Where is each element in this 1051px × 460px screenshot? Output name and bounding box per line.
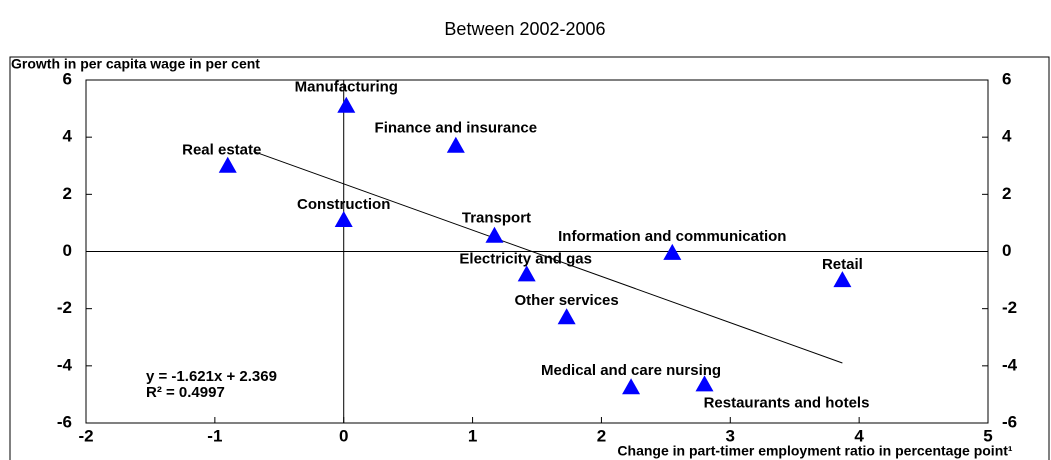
point (557, 308, 576, 325)
point (622, 378, 641, 395)
equation: y = -1.621x + 2.369 (146, 368, 277, 385)
y-tick-label: 0 (63, 241, 72, 260)
point (663, 243, 682, 260)
y2-tick-label: -2 (1002, 298, 1017, 317)
point-label: Electricity and gas (459, 250, 592, 267)
x-axis-title: Change in part-timer employment ratio in… (617, 443, 1012, 459)
y2-tick-label: 2 (1002, 184, 1011, 203)
point (218, 156, 237, 173)
point-label: Manufacturing (295, 79, 398, 96)
point-label: Real estate (182, 142, 261, 159)
point-label: Other services (515, 292, 619, 309)
x-tick-label: -2 (78, 426, 93, 445)
frame (9, 56, 1050, 460)
point (695, 375, 714, 392)
x-tick-label: 4 (854, 426, 864, 445)
point-label: Medical and care nursing (541, 362, 721, 379)
x-tick-label: 5 (983, 426, 992, 445)
x-tick-label: 3 (726, 426, 735, 445)
point (334, 211, 353, 228)
x-tick-label: 0 (339, 426, 348, 445)
y-tick-label: 6 (63, 69, 72, 88)
point-label: Finance and insurance (375, 120, 538, 137)
point-label: Restaurants and hotels (704, 394, 870, 411)
point-label: Construction (297, 196, 390, 213)
y2-tick-label: -6 (1002, 412, 1017, 431)
y-tick-label: 4 (63, 127, 73, 146)
y2-tick-label: 0 (1002, 241, 1011, 260)
y-tick-label: 2 (63, 184, 72, 203)
y2-tick-label: 6 (1002, 69, 1011, 88)
trend-line (253, 150, 843, 364)
r-squared: R² = 0.4997 (146, 384, 225, 401)
y-tick-label: -2 (57, 298, 72, 317)
point (485, 226, 504, 243)
point-label: Transport (462, 210, 531, 227)
x-tick-label: 2 (597, 426, 606, 445)
y-tick-label: -6 (57, 412, 72, 431)
y-tick-label: -4 (57, 355, 73, 374)
y2-tick-label: -4 (1002, 355, 1018, 374)
x-tick-label: -1 (207, 426, 222, 445)
y2-tick-label: 4 (1002, 127, 1012, 146)
point (833, 271, 852, 288)
chart-title: Between 2002-2006 (444, 19, 605, 39)
point-label: Information and communication (558, 228, 786, 245)
point (446, 136, 465, 153)
point (337, 96, 356, 113)
point (517, 265, 536, 282)
point-label: Retail (822, 256, 863, 273)
y-axis-title: Growth in per capita wage in per cent (11, 56, 260, 72)
x-tick-label: 1 (468, 426, 477, 445)
